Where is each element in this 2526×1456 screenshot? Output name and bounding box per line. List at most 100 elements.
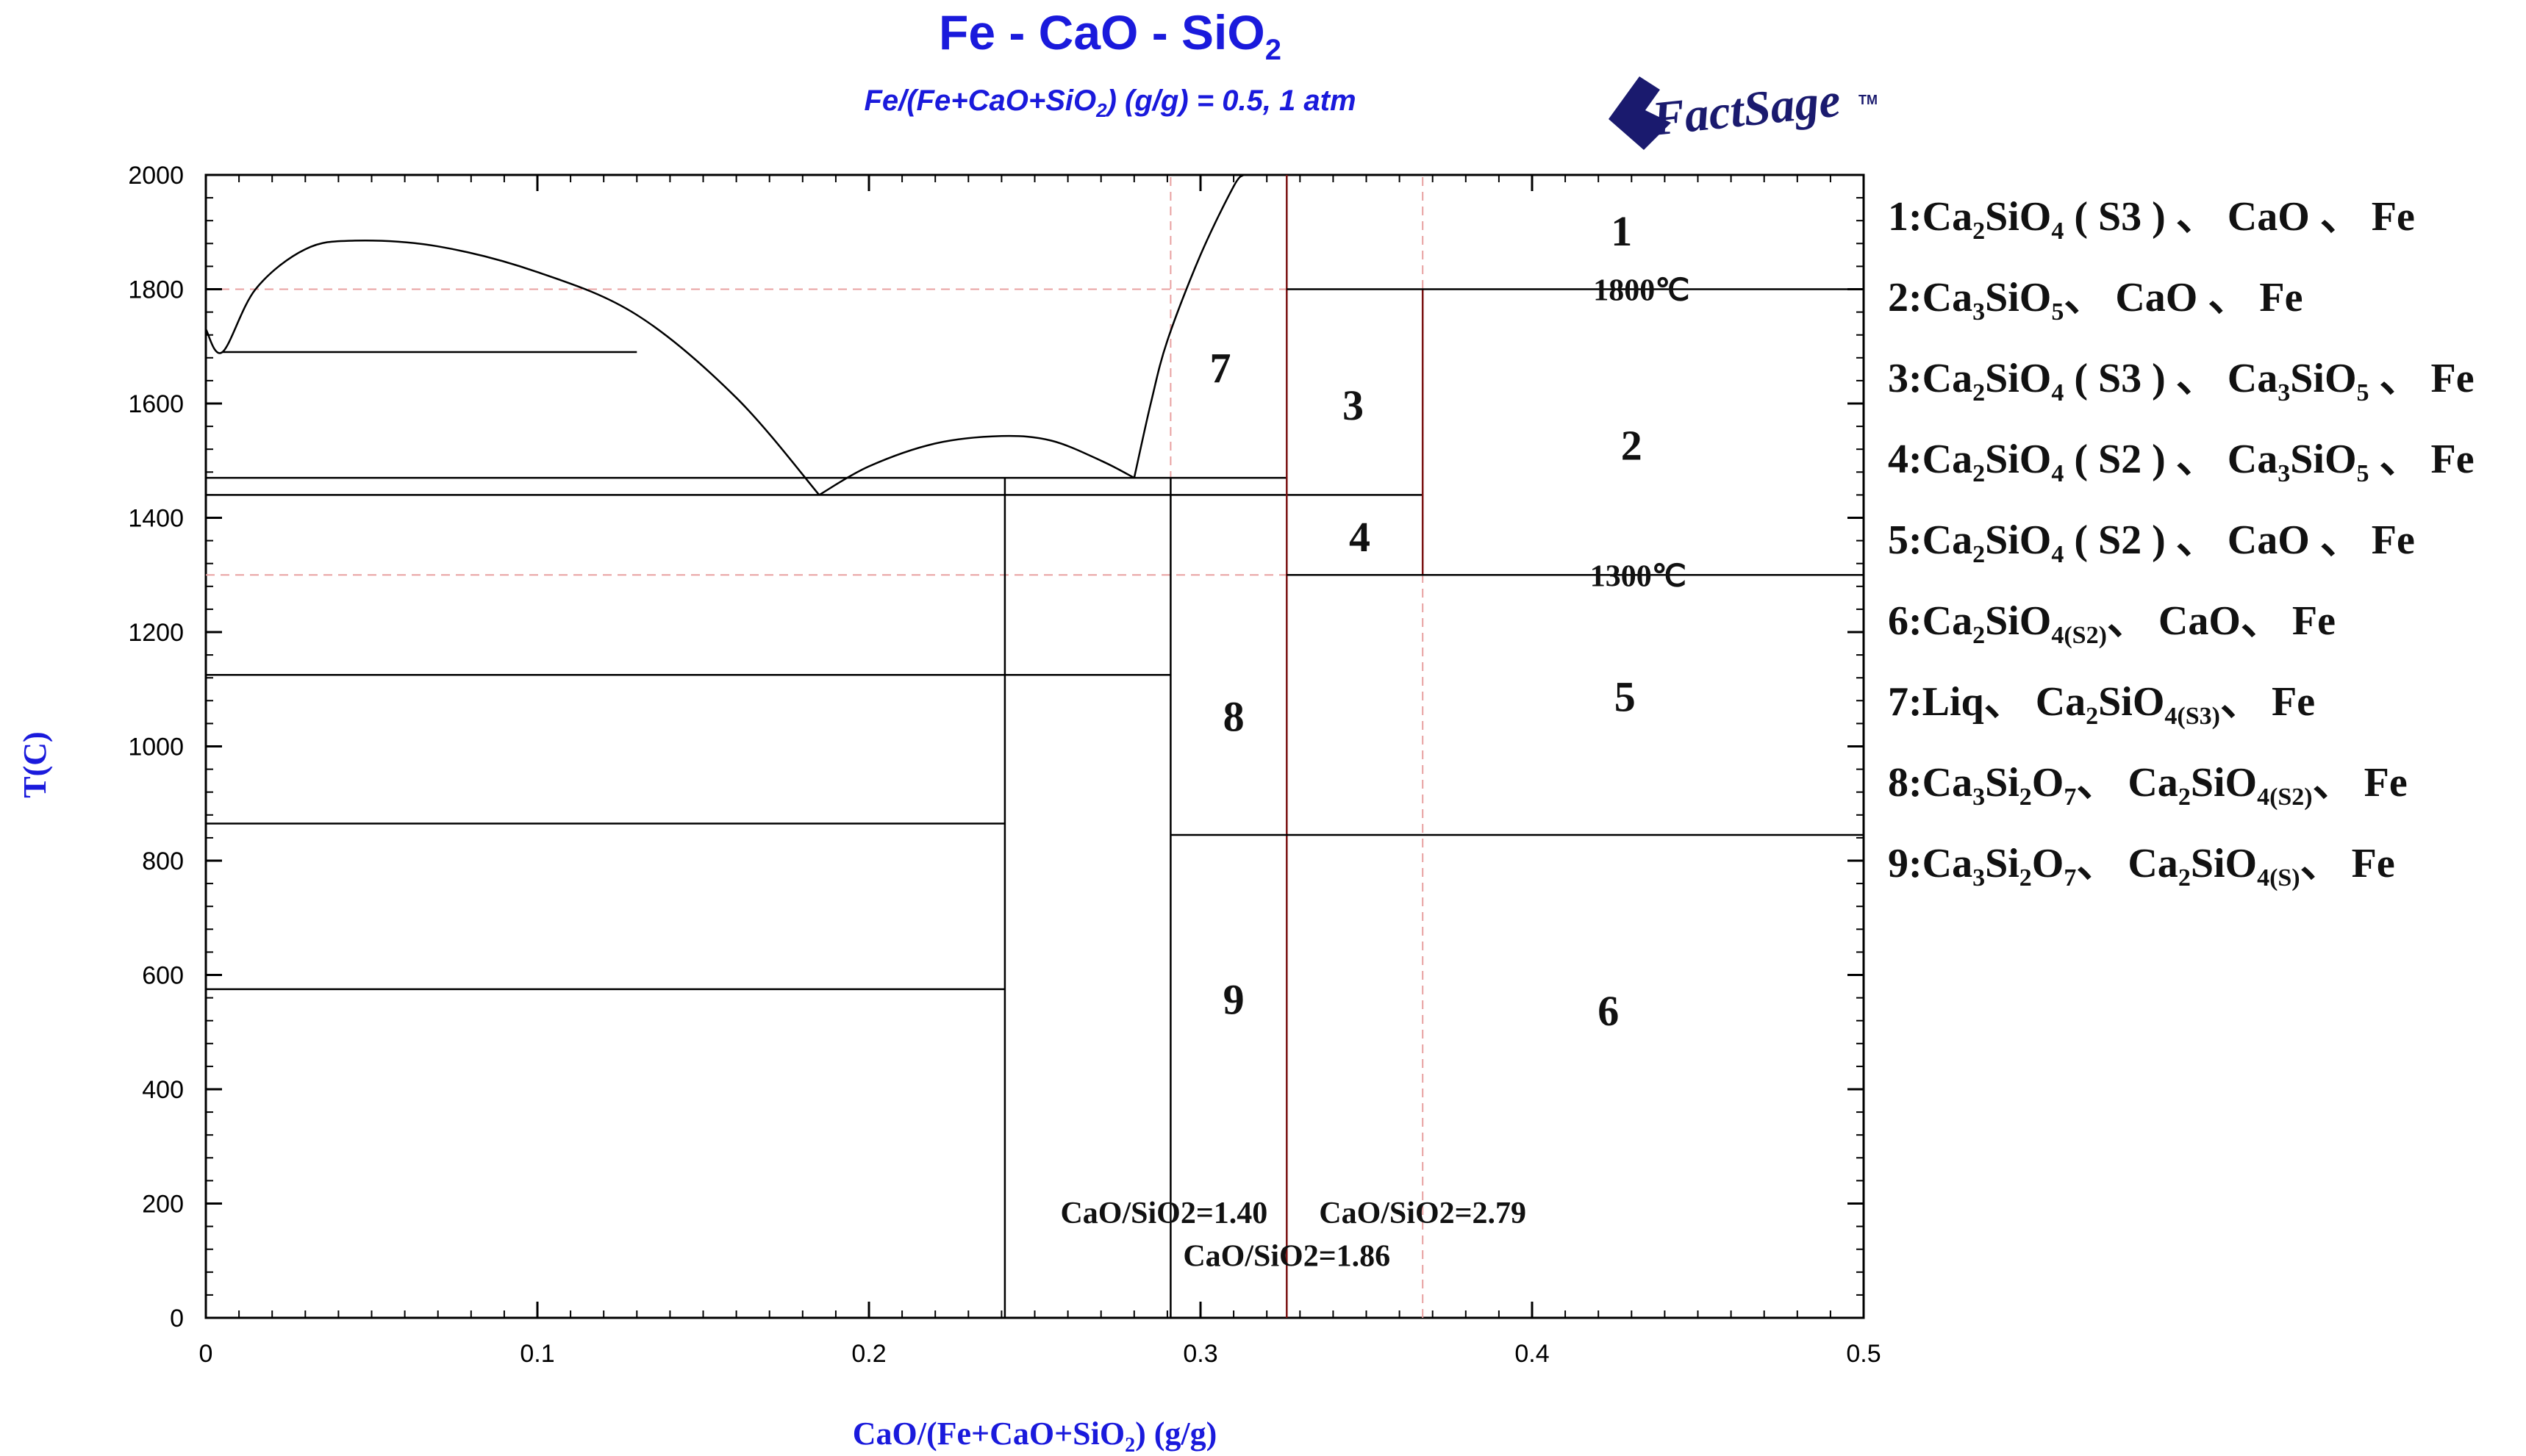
- x-axis-label-part: ) (g/g): [1135, 1416, 1217, 1452]
- legend-item: 7:Liq、 Ca2SiO4(S3)、 Fe: [1888, 669, 2520, 750]
- legend-item-text: ( S2 ) 、 Ca: [2064, 437, 2278, 482]
- legend-item-text: SiO: [1985, 275, 2052, 320]
- x-axis-label: CaO/(Fe+CaO+SiO2) (g/g): [853, 1416, 1217, 1456]
- legend-item-text: 4:Ca: [1888, 437, 1973, 482]
- legend-item-text: SiO: [2190, 760, 2258, 806]
- boundary-annotation: 1300℃: [1590, 559, 1686, 593]
- boundary-annotation: CaO/SiO2=2.79: [1319, 1197, 1526, 1230]
- phase-boundary-line: [818, 434, 1135, 496]
- legend-item-text: 8:Ca: [1888, 760, 1973, 806]
- legend-item-text: 、 Ca: [2076, 760, 2178, 806]
- region-label: 5: [1614, 673, 1636, 721]
- legend-item-text: 4: [2051, 541, 2064, 569]
- legend-item-text: 2: [1972, 541, 1986, 569]
- legend-item: 5:Ca2SiO4 ( S2 ) 、 CaO 、 Fe: [1888, 507, 2520, 588]
- legend-item-text: SiO: [2190, 841, 2258, 886]
- legend-item-text: 、 Fe: [2219, 679, 2316, 725]
- y-tick-label: 1000: [128, 734, 184, 761]
- legend-item-text: 、 Fe: [2300, 841, 2395, 886]
- legend-item-text: SiO: [1985, 356, 2052, 401]
- legend-item-text: 2: [1972, 218, 1986, 245]
- legend-item-text: 2: [2019, 864, 2032, 892]
- legend-item-text: 6:Ca: [1888, 598, 1973, 644]
- legend-item: 2:Ca3SiO5、 CaO 、 Fe: [1888, 265, 2520, 345]
- region-label: 2: [1621, 421, 1642, 469]
- factsage-logo-trademark: TM: [1858, 93, 1878, 107]
- legend-item-text: 3:Ca: [1888, 356, 1973, 401]
- y-axis-label: T(C): [17, 731, 53, 797]
- y-tick-label: 0: [170, 1305, 184, 1333]
- legend-item-text: 4(S3): [2164, 703, 2220, 731]
- x-tick-label: 0.1: [520, 1340, 554, 1368]
- y-tick-label: 1600: [128, 390, 184, 418]
- x-tick-label: 0.5: [1846, 1340, 1881, 1368]
- region-label: 6: [1597, 987, 1619, 1035]
- legend-item-text: 4: [2051, 379, 2064, 407]
- legend-item-text: SiO: [2290, 437, 2357, 482]
- legend-item-text: 2: [1972, 460, 1986, 488]
- legend-item-text: SiO: [1985, 598, 2052, 644]
- legend-item-text: 、 CaO 、 Fe: [2064, 275, 2303, 320]
- legend-item: 6:Ca2SiO4(S2)、 CaO、 Fe: [1888, 588, 2520, 669]
- legend-item-text: 9:Ca: [1888, 841, 1973, 886]
- chart-title-subscript: 2: [1264, 34, 1281, 67]
- legend-item-text: 4(S2): [2257, 783, 2313, 811]
- x-tick-label: 0: [199, 1340, 213, 1368]
- region-label: 3: [1342, 381, 1364, 429]
- legend-item: 8:Ca3Si2O7、 Ca2SiO4(S2)、 Fe: [1888, 750, 2520, 831]
- legend-item-text: 5:Ca: [1888, 517, 1973, 563]
- legend-item-text: Si: [1985, 760, 2019, 806]
- y-tick-label: 400: [142, 1076, 184, 1104]
- legend-item-text: 、 Ca: [2076, 841, 2178, 886]
- x-tick-label: 0.3: [1183, 1340, 1217, 1368]
- legend-item-text: 2: [2086, 703, 2099, 731]
- legend-item-text: O: [2031, 841, 2064, 886]
- legend-item-text: SiO: [1985, 517, 2052, 563]
- chart-title: Fe - CaO - SiO2: [735, 4, 1485, 67]
- boundary-annotation: CaO/SiO2=1.86: [1183, 1239, 1390, 1273]
- y-tick-label: 600: [142, 962, 184, 990]
- y-tick-label: 1200: [128, 619, 184, 647]
- y-tick-label: 1400: [128, 505, 184, 533]
- legend-item-text: 3: [1972, 783, 1986, 811]
- legend-item-text: ( S3 ) 、 CaO 、 Fe: [2064, 194, 2415, 240]
- phase-boundary-line: [1133, 175, 1245, 478]
- legend-item-text: 3: [2278, 379, 2291, 407]
- y-tick-label: 800: [142, 847, 184, 875]
- x-axis-label-part: CaO/(Fe+CaO+SiO: [853, 1416, 1125, 1452]
- legend-item-text: 2: [2019, 783, 2032, 811]
- y-tick-label: 200: [142, 1191, 184, 1219]
- x-tick-label: 0.2: [851, 1340, 886, 1368]
- plot-frame: [204, 173, 1865, 1319]
- legend-item: 4:Ca2SiO4 ( S2 ) 、 Ca3SiO5 、 Fe: [1888, 426, 2520, 507]
- legend-item-text: 2: [1972, 622, 1986, 650]
- legend-item-text: 5: [2356, 379, 2369, 407]
- legend-item-text: 4: [2051, 460, 2064, 488]
- region-label: 7: [1210, 344, 1231, 392]
- legend-item: 3:Ca2SiO4 ( S3 ) 、 Ca3SiO5 、 Fe: [1888, 345, 2520, 426]
- legend-item-text: SiO: [1985, 437, 2052, 482]
- phase-boundary-line: [206, 240, 820, 496]
- legend-item-text: 7:Liq、 Ca: [1888, 679, 2086, 725]
- factsage-logo: FactSage TM: [1601, 68, 1881, 163]
- legend-item-text: 1:Ca: [1888, 194, 1973, 240]
- legend-item-text: 4: [2051, 218, 2064, 245]
- factsage-logo-text: FactSage: [1649, 73, 1843, 146]
- legend-item-text: 5: [2356, 460, 2369, 488]
- subtitle-part-2: 2: [1096, 99, 1107, 121]
- legend-item-text: 2:Ca: [1888, 275, 1973, 320]
- legend-item-text: ( S3 ) 、 Ca: [2064, 356, 2278, 401]
- legend-item: 1:Ca2SiO4 ( S3 ) 、 CaO 、 Fe: [1888, 184, 2520, 265]
- subtitle-part-3: ) (g/g) = 0.5, 1 atm: [1106, 85, 1356, 117]
- boundary-annotation: 1800℃: [1593, 274, 1689, 308]
- y-tick-label: 1800: [128, 276, 184, 304]
- legend-item-text: O: [2031, 760, 2064, 806]
- legend-item-text: ( S2 ) 、 CaO 、 Fe: [2064, 517, 2415, 563]
- x-tick-label: 0.4: [1514, 1340, 1549, 1368]
- legend-item-text: 3: [1972, 864, 1986, 892]
- subtitle-part-1: Fe/(Fe+CaO+SiO: [864, 85, 1097, 117]
- legend-item-text: 2: [2178, 783, 2191, 811]
- legend-item-text: 2: [2178, 864, 2191, 892]
